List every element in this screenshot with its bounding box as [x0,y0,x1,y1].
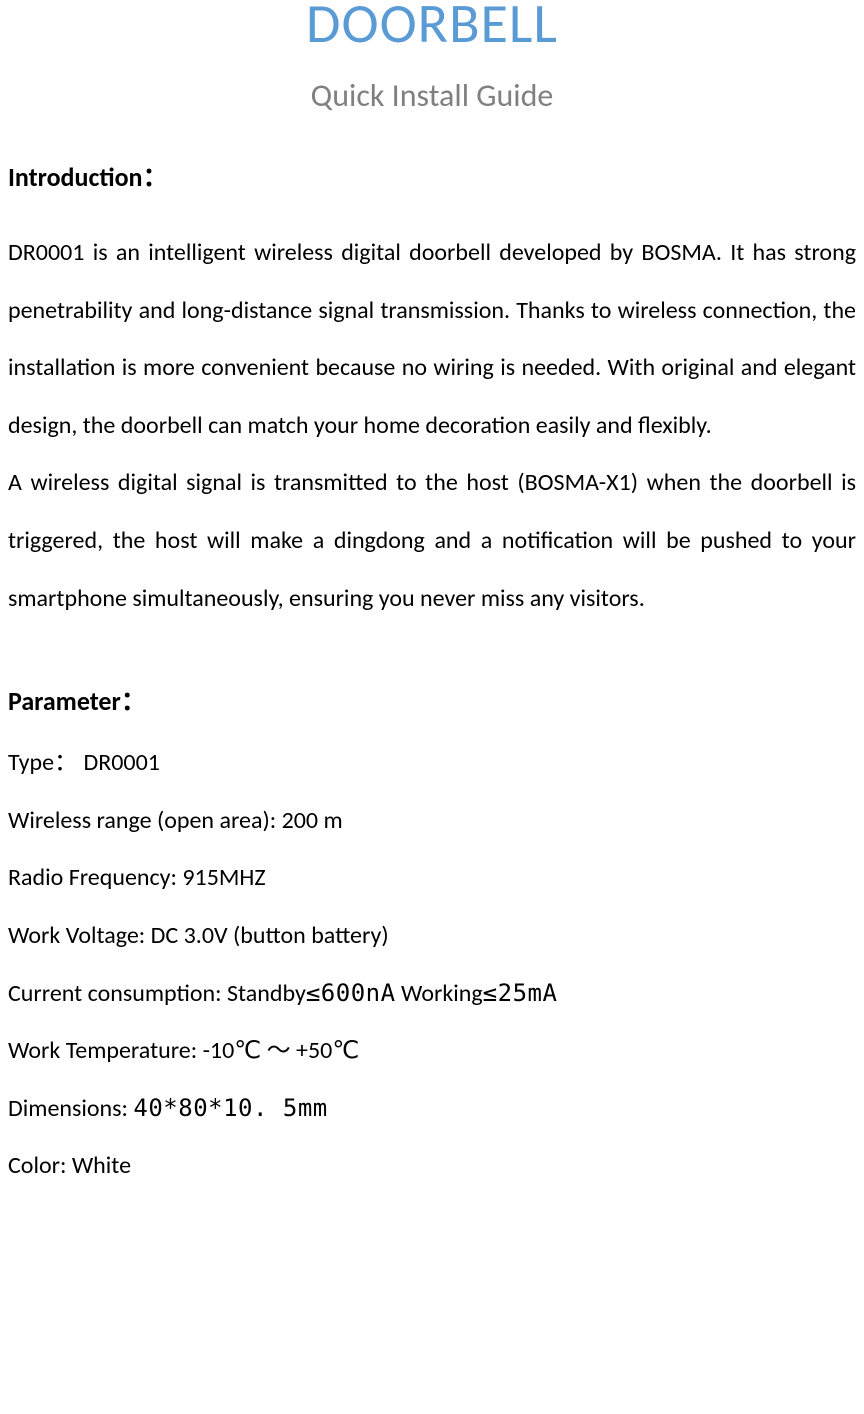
param-current-consumption: Current consumption: Standby≤600nA Worki… [8,977,856,1011]
dimensions-value: 40*80*10. 5mm [133,1094,327,1122]
param-work-voltage: Work Voltage: DC 3.0V (button battery) [8,919,856,953]
introduction-heading: Introduction： [8,157,856,194]
param-dimensions: Dimensions: 40*80*10. 5mm [8,1092,856,1126]
dimensions-prefix: Dimensions: [8,1094,133,1123]
parameter-heading: Parameter： [8,681,856,718]
current-prefix: Current consumption: Standby [8,979,306,1008]
param-wireless-range: Wireless range (open area): 200 m [8,804,856,838]
param-color: Color: White [8,1149,856,1183]
introduction-body: DR0001 is an intelligent wireless digita… [8,224,856,627]
current-working-value: ≤25mA [483,979,558,1007]
document-subtitle: Quick Install Guide [8,76,856,115]
param-work-temperature: Work Temperature: -10℃ ～ +50℃ [8,1034,856,1068]
current-standby-value: ≤600nA [306,979,396,1007]
document-title: DOORBELL [8,0,856,58]
param-type: Type： DR0001 [8,746,856,780]
current-mid: Working [396,979,483,1008]
param-radio-frequency: Radio Frequency: 915MHZ [8,861,856,895]
